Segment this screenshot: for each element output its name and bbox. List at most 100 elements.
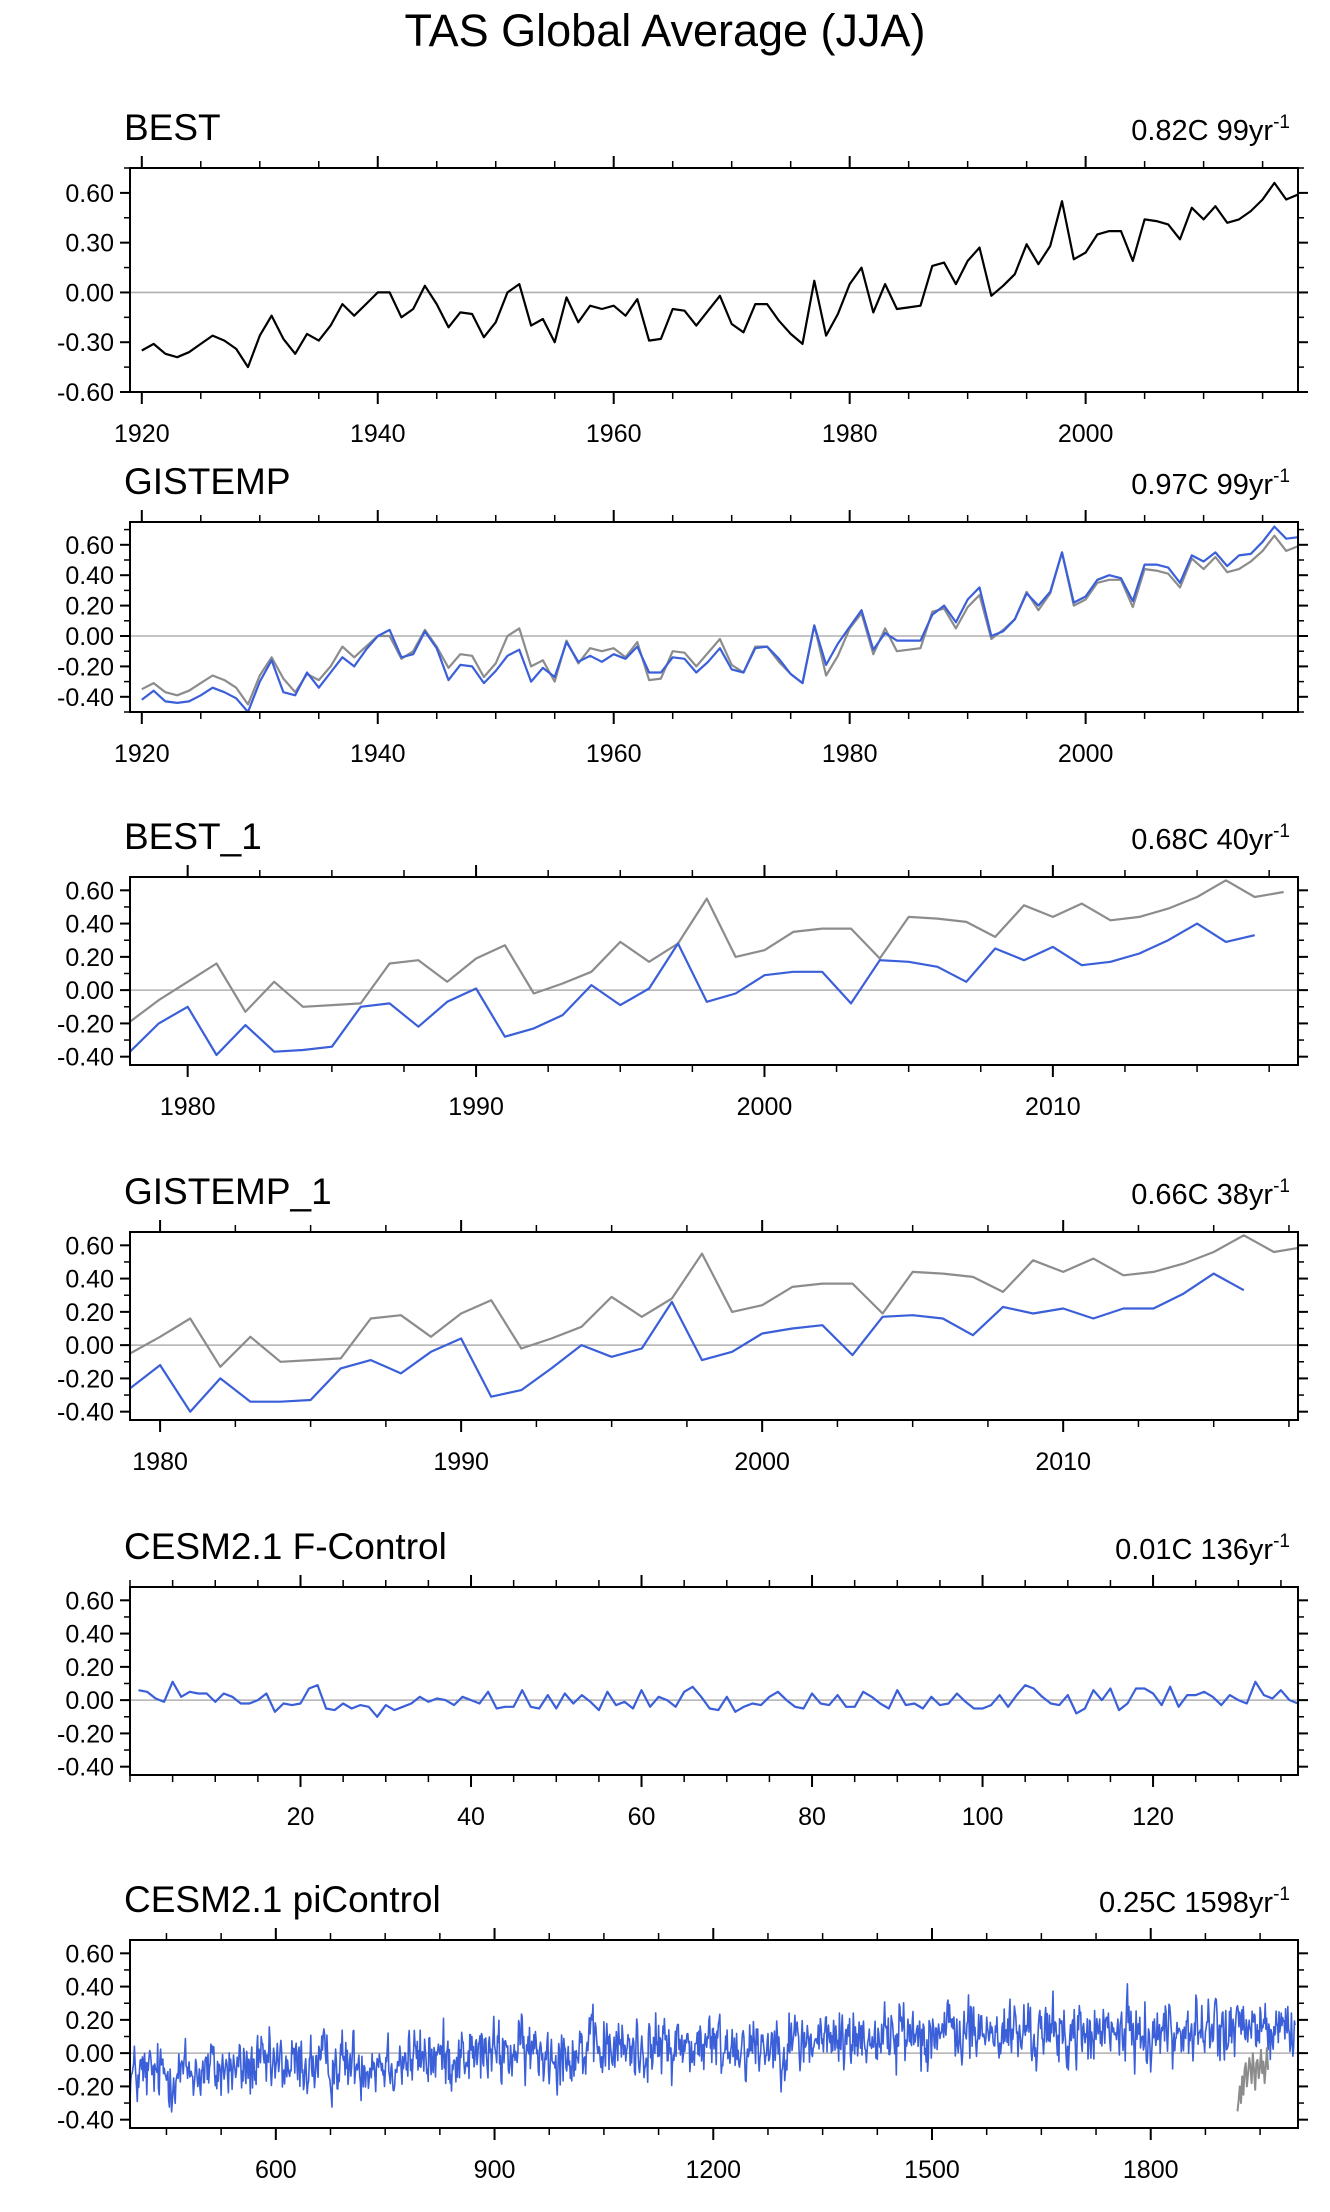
y-tick-label: 0.60	[65, 180, 114, 208]
x-tick-label: 1940	[350, 740, 406, 768]
y-tick-label: -0.20	[57, 1720, 114, 1748]
y-tick-label: 0.20	[65, 2007, 114, 2035]
x-tick-label: 1980	[160, 1093, 216, 1121]
y-tick-label: -0.40	[57, 2107, 114, 2135]
panel-1: -0.60 -0.30 0.00 0.30 0.60 1920 1940 1960 1980 20…	[57, 107, 1308, 448]
y-tick-label: -0.20	[57, 1365, 114, 1393]
y-tick-label: -0.40	[57, 1399, 114, 1427]
x-tick-label: 2000	[734, 1448, 790, 1476]
y-tick-label: 0.00	[65, 1332, 114, 1360]
y-tick-label: 0.60	[65, 1232, 114, 1260]
series-group	[138, 1680, 1298, 1718]
panel-title: BEST	[124, 107, 221, 148]
panel-3: -0.40 -0.20 0.00 0.20 0.40 0.60 1980 1990 2000 20…	[57, 816, 1308, 1121]
y-tick-label: 0.00	[65, 279, 114, 307]
series-group	[130, 1983, 1296, 2113]
trend-value: 0.66C 38yr	[1131, 1179, 1273, 1211]
panel-2: -0.40 -0.200.000.20 0.400.60 1920 1940 1960 19…	[57, 461, 1308, 768]
series-gistemp-line	[141, 525, 1298, 712]
plot-frame	[129, 876, 1299, 1066]
panel-4: -0.40 -0.20 0.00 0.20 0.40 0.60 1980 1990 2000 20…	[57, 1171, 1308, 1476]
series-best-1-line	[130, 922, 1255, 1057]
trend-value: 0.97C 99yr	[1131, 469, 1273, 501]
y-tick-label: 0.00	[65, 977, 114, 1005]
x-tick-label: 1920	[114, 740, 170, 768]
series-best-line	[130, 1234, 1298, 1368]
y-tick-label: 0.20	[65, 593, 114, 621]
trend-exponent: -1	[1273, 1176, 1290, 1197]
y-tick-label: -0.20	[57, 653, 114, 681]
y-tick-label: 0.40	[65, 1266, 114, 1294]
y-tick-label: -0.40	[57, 1044, 114, 1072]
y-tick-label: 0.30	[65, 230, 114, 258]
x-tick-label: 2010	[1025, 1093, 1081, 1121]
x-tick-label: 1990	[433, 1448, 489, 1476]
panel-title: BEST_1	[124, 816, 262, 857]
y-tick-label: 0.00	[65, 2040, 114, 2068]
y-tick-label: -0.30	[57, 329, 114, 357]
trend-value: 0.25C 1598yr	[1099, 1887, 1273, 1919]
x-tick-label: 2010	[1035, 1448, 1091, 1476]
plot-frame	[129, 1586, 1299, 1776]
x-tick-label: 1980	[132, 1448, 188, 1476]
x-tick-label: 1200	[685, 2156, 741, 2184]
trend-annotation: 0.66C 38yr-1	[1131, 1176, 1290, 1211]
plot-frame	[129, 1231, 1299, 1421]
x-tick-label: 40	[457, 1803, 485, 1831]
trend-exponent: -1	[1273, 821, 1290, 842]
y-tick-label: 0.40	[65, 562, 114, 590]
x-tick-label: 1980	[822, 420, 878, 448]
trend-value: 0.82C 99yr	[1131, 115, 1273, 147]
y-tick-label: 0.40	[65, 1974, 114, 2002]
y-tick-label: -0.60	[57, 379, 114, 407]
trend-annotation: 0.01C 136yr-1	[1115, 1531, 1290, 1566]
series-f-control-line	[138, 1680, 1298, 1718]
x-tick-label: 60	[628, 1803, 656, 1831]
x-tick-label: 1990	[448, 1093, 504, 1121]
x-tick-label: 1800	[1123, 2156, 1179, 2184]
trend-exponent: -1	[1273, 1884, 1290, 1905]
series-piControl-line	[130, 1983, 1296, 2113]
series-gistemp-1-line	[130, 1272, 1245, 1413]
x-tick-label: 2000	[1058, 740, 1114, 768]
y-tick-label: 0.20	[65, 1654, 114, 1682]
x-tick-label: 600	[255, 2156, 297, 2184]
y-tick-label: 0.00	[65, 1687, 114, 1715]
panel-title: GISTEMP	[124, 461, 291, 502]
y-tick-label: 0.40	[65, 911, 114, 939]
series-group	[141, 181, 1298, 369]
trend-annotation: 0.82C 99yr-1	[1131, 112, 1290, 147]
x-tick-label: 1920	[114, 420, 170, 448]
y-tick-label: -0.20	[57, 1010, 114, 1038]
series-group	[130, 879, 1284, 1057]
trend-annotation: 0.68C 40yr-1	[1131, 821, 1290, 856]
plot-frame	[129, 167, 1299, 393]
y-tick-label: 0.20	[65, 1299, 114, 1327]
x-tick-label: 80	[798, 1803, 826, 1831]
trend-exponent: -1	[1273, 466, 1290, 487]
x-tick-label: 1500	[904, 2156, 960, 2184]
panel-title: CESM2.1 piControl	[124, 1879, 441, 1920]
series-group	[141, 525, 1298, 712]
series-best-line	[141, 181, 1298, 369]
y-tick-label: 0.00	[65, 623, 114, 651]
panel-6: -0.40 -0.20 0.00 0.20 0.40 0.60 600 900 1200 1500…	[57, 1879, 1308, 2184]
panels: -0.60 -0.30 0.00 0.30 0.60 1920 1940 1960 1980 20…	[57, 107, 1308, 2184]
y-tick-label: -0.40	[57, 684, 114, 712]
y-tick-label: 0.60	[65, 1587, 114, 1615]
x-tick-label: 20	[287, 1803, 315, 1831]
figure-title: TAS Global Average (JJA)	[404, 5, 925, 56]
trend-exponent: -1	[1273, 1531, 1290, 1552]
panel-title: GISTEMP_1	[124, 1171, 332, 1212]
y-tick-label: 0.40	[65, 1621, 114, 1649]
x-tick-label: 100	[962, 1803, 1004, 1831]
plot-frame	[129, 521, 1299, 713]
series-best-line	[141, 534, 1298, 706]
trend-exponent: -1	[1273, 112, 1290, 133]
series-reference-line	[1236, 2047, 1270, 2112]
y-tick-label: -0.40	[57, 1754, 114, 1782]
trend-annotation: 0.25C 1598yr-1	[1099, 1884, 1290, 1919]
trend-value: 0.68C 40yr	[1131, 824, 1273, 856]
y-tick-label: 0.60	[65, 1940, 114, 1968]
